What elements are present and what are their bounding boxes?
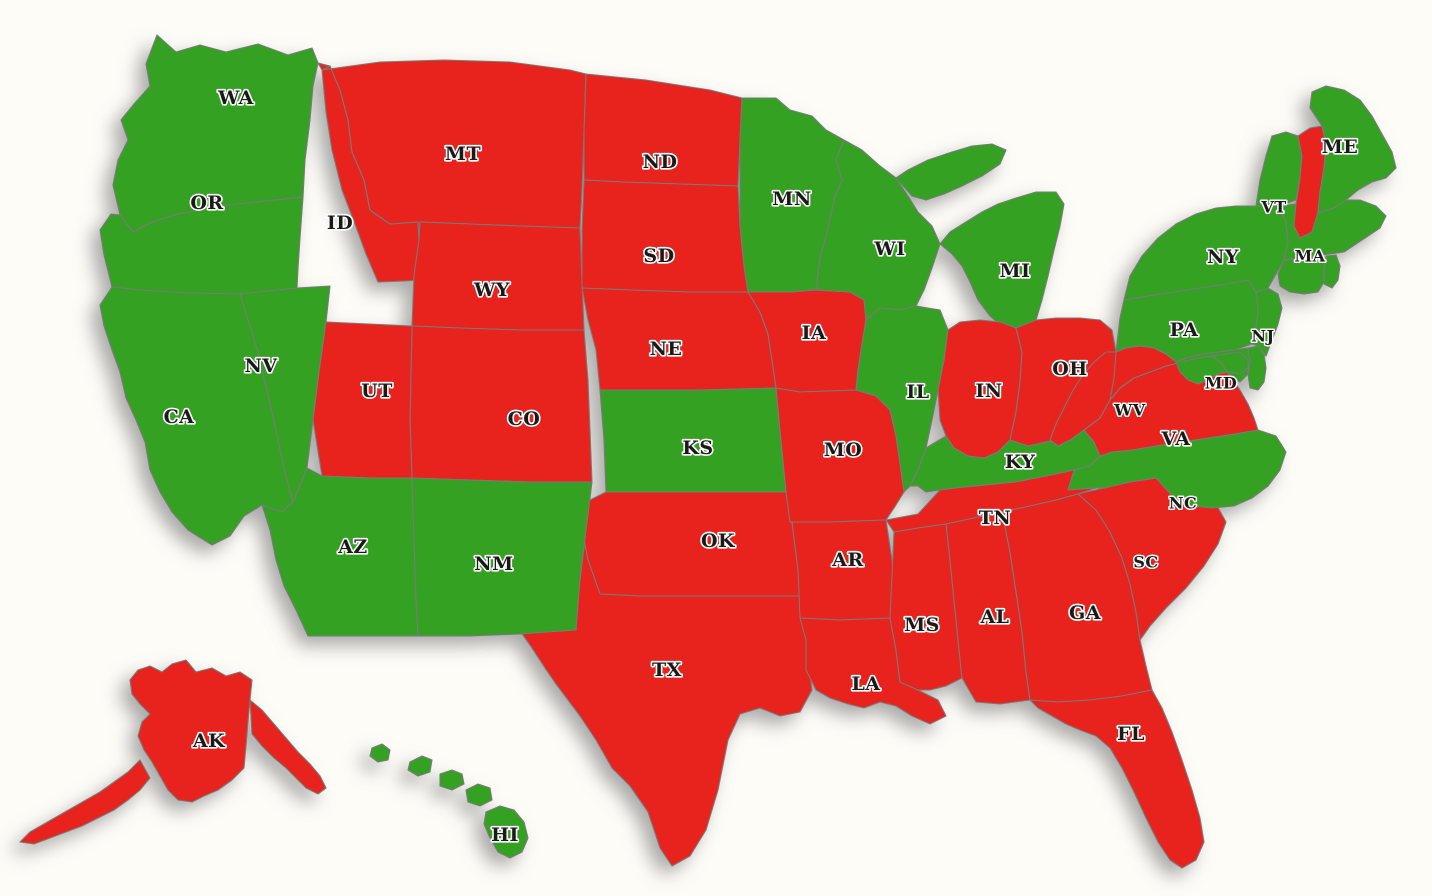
state-labels-layer: AL AK AZ AR CA CO FL GA HI ID IL IN IA KS KY LA ME MD MA MI…	[162, 85, 1359, 847]
state-label-NV: NV	[244, 355, 278, 377]
state-OR[interactable]	[99, 196, 304, 295]
state-label-SC: SC	[1133, 553, 1158, 572]
state-label-NJ: NJ	[1251, 327, 1274, 346]
state-label-WY: WY	[473, 279, 510, 301]
state-label-VA: VA	[1160, 428, 1190, 450]
state-label-WA: WA	[217, 87, 254, 109]
state-label-OH: OH	[1052, 358, 1088, 380]
state-SD[interactable]	[581, 179, 749, 293]
state-label-ID: ID	[327, 212, 353, 234]
state-label-OR: OR	[190, 192, 223, 214]
state-FL[interactable]	[1029, 689, 1205, 869]
state-label-MS: MS	[904, 614, 940, 636]
state-label-LA: LA	[851, 673, 880, 695]
state-CO[interactable]	[409, 325, 593, 483]
state-label-FL: FL	[1117, 723, 1145, 745]
state-label-KY: KY	[1005, 451, 1036, 473]
state-label-MA: MA	[1294, 247, 1325, 266]
state-label-MI: MI	[1000, 260, 1031, 282]
state-label-ME: ME	[1322, 136, 1359, 158]
state-label-AL: AL	[979, 606, 1009, 628]
state-label-IL: IL	[906, 381, 929, 403]
state-label-IA: IA	[802, 322, 827, 344]
state-MD[interactable]	[1175, 347, 1253, 385]
state-CT[interactable]	[1277, 255, 1327, 295]
state-AK[interactable]	[19, 659, 327, 845]
state-label-NE: NE	[650, 338, 683, 360]
state-OK[interactable]	[579, 491, 801, 597]
state-label-TX: TX	[652, 659, 682, 681]
state-label-AR: AR	[831, 549, 864, 571]
state-label-MT: MT	[445, 143, 481, 165]
state-label-MD: MD	[1205, 374, 1238, 393]
state-label-AZ: AZ	[337, 536, 368, 558]
state-label-CA: CA	[164, 406, 195, 428]
state-label-ND: ND	[643, 151, 678, 173]
state-label-IN: IN	[975, 380, 1002, 402]
state-label-GA: GA	[1069, 602, 1101, 624]
state-label-VT: VT	[1260, 198, 1286, 217]
state-NM[interactable]	[411, 477, 593, 637]
state-label-PA: PA	[1170, 319, 1199, 341]
state-label-MN: MN	[772, 188, 811, 210]
state-HI[interactable]	[369, 743, 529, 859]
state-label-TN: TN	[979, 507, 1012, 529]
state-label-OK: OK	[701, 530, 736, 552]
state-label-MO: MO	[824, 439, 863, 461]
state-label-NM: NM	[474, 553, 513, 575]
state-label-NC: NC	[1169, 494, 1197, 513]
state-label-WV: WV	[1113, 401, 1145, 420]
state-NJ[interactable]	[1251, 287, 1283, 357]
state-label-SD: SD	[643, 245, 674, 267]
state-label-UT: UT	[361, 380, 393, 402]
state-ME[interactable]	[1309, 85, 1397, 213]
states-layer	[19, 34, 1397, 869]
state-RI[interactable]	[1323, 254, 1341, 289]
state-label-HI: HI	[491, 824, 519, 846]
state-MI[interactable]	[895, 143, 1065, 331]
state-label-KS: KS	[682, 437, 713, 459]
state-label-AK: AK	[192, 730, 226, 752]
state-label-CO: CO	[508, 408, 541, 430]
state-WY[interactable]	[411, 221, 585, 331]
state-label-NY: NY	[1207, 246, 1239, 268]
state-label-WI: WI	[873, 238, 905, 260]
